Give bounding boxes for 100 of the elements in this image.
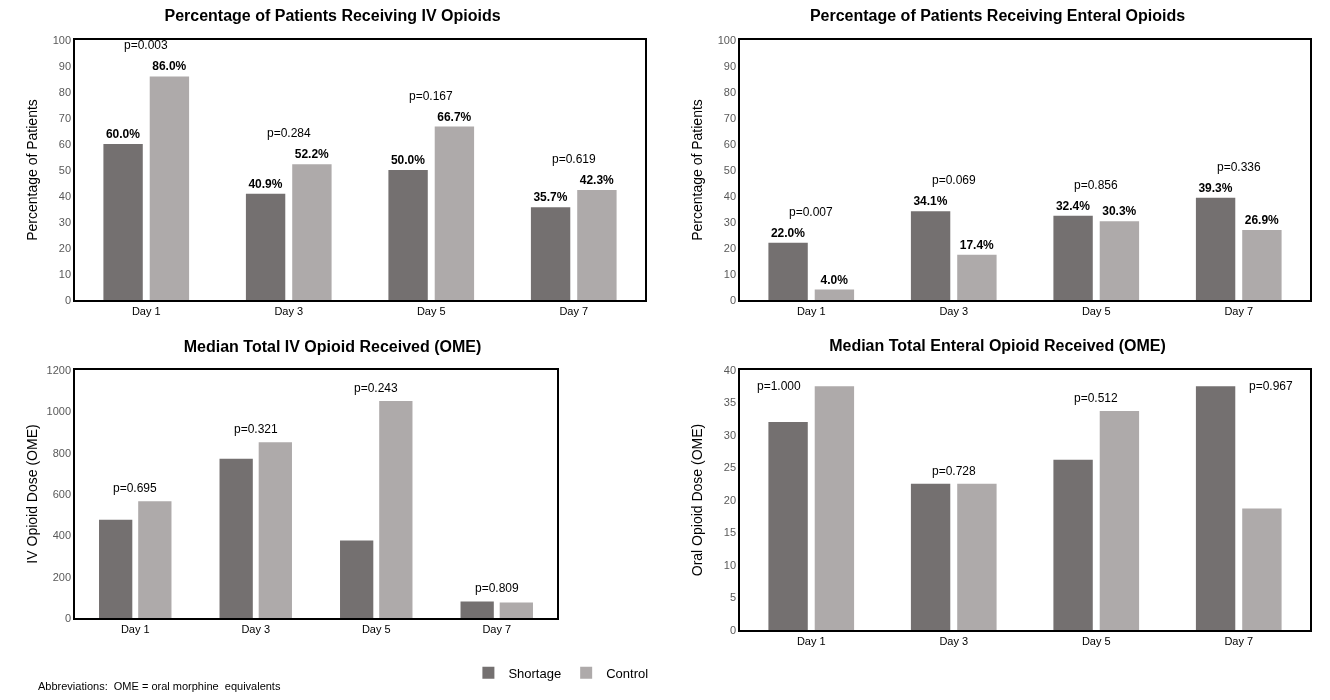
y-tick-label: 40 bbox=[58, 189, 72, 202]
y-tick-label: 1200 bbox=[46, 363, 72, 376]
y-tick-label: 50 bbox=[58, 163, 72, 176]
x-tick-label: Day 5 bbox=[361, 622, 391, 635]
bar bbox=[910, 211, 951, 300]
data-label: 35.7% bbox=[533, 190, 568, 205]
y-tick-label: 80 bbox=[58, 85, 72, 98]
bar bbox=[577, 190, 617, 300]
y-tick-label: 15 bbox=[723, 526, 737, 539]
bar bbox=[768, 242, 808, 300]
bar bbox=[957, 254, 997, 300]
y-tick-label: 10 bbox=[723, 558, 737, 571]
x-tick-label: Day 5 bbox=[1081, 304, 1111, 317]
annotation: p=0.695 bbox=[113, 481, 158, 495]
y-tick-label: 0 bbox=[729, 293, 737, 306]
x-tick-label: Day 3 bbox=[939, 304, 969, 317]
legend-label: Control bbox=[606, 665, 649, 681]
data-label: 26.9% bbox=[1244, 213, 1280, 228]
bar bbox=[149, 76, 190, 300]
y-tick-label: 10 bbox=[58, 267, 72, 280]
x-tick-label: Day 5 bbox=[416, 304, 446, 317]
y-tick-label: 70 bbox=[723, 111, 737, 124]
data-label: 39.3% bbox=[1198, 180, 1233, 195]
data-label: 50.0% bbox=[390, 153, 426, 167]
y-tick-label: 60 bbox=[723, 137, 737, 150]
bar bbox=[814, 289, 855, 300]
chart-title: Percentage of Patients Receiving IV Opioids bbox=[164, 7, 501, 25]
bar bbox=[499, 602, 533, 618]
y-tick-label: 90 bbox=[723, 59, 737, 72]
chart-title: Median Total IV Opioid Received (OME) bbox=[183, 338, 482, 356]
x-tick-label: Day 3 bbox=[939, 634, 969, 647]
y-tick-label: 0 bbox=[64, 611, 72, 624]
data-label: 30.3% bbox=[1102, 204, 1137, 219]
y-tick-label: 20 bbox=[58, 241, 72, 254]
annotation: p=0.284 bbox=[267, 126, 312, 140]
x-tick-label: Day 7 bbox=[1224, 634, 1254, 647]
annotation: p=0.007 bbox=[789, 205, 834, 219]
bar bbox=[1242, 508, 1282, 630]
y-tick-label: 100 bbox=[52, 33, 72, 46]
bar bbox=[1099, 221, 1140, 300]
data-label: 52.2% bbox=[294, 147, 330, 162]
data-label: 22.0% bbox=[770, 225, 806, 240]
y-tick-label: 600 bbox=[52, 487, 72, 500]
y-axis-title: Oral Opioid Dose (OME) bbox=[688, 423, 705, 577]
annotation: p=0.069 bbox=[932, 173, 977, 187]
bar bbox=[530, 207, 571, 300]
y-tick-label: 20 bbox=[723, 241, 737, 254]
y-tick-label: 30 bbox=[58, 215, 72, 228]
bar bbox=[1195, 386, 1236, 630]
y-axis-title: Percentage of Patients bbox=[688, 99, 705, 241]
y-tick-label: 20 bbox=[723, 493, 737, 506]
bar bbox=[814, 386, 855, 630]
data-label: 42.3% bbox=[579, 173, 615, 188]
y-tick-label: 5 bbox=[729, 591, 737, 604]
y-tick-label: 40 bbox=[723, 189, 737, 202]
y-tick-label: 1000 bbox=[46, 405, 72, 418]
y-tick-label: 800 bbox=[52, 446, 72, 459]
chart-title: Percentage of Patients Receiving Enteral Opioids bbox=[809, 7, 1186, 25]
annotation: p=0.167 bbox=[409, 89, 454, 103]
bar bbox=[460, 601, 494, 618]
bar bbox=[434, 126, 475, 300]
chart-title: Median Total Enteral Opioid Received (OME) bbox=[829, 337, 1166, 355]
y-axis-title: Percentage of Patients bbox=[23, 99, 40, 241]
annotation: p=0.512 bbox=[1074, 391, 1119, 405]
legend-label: Shortage bbox=[508, 665, 562, 681]
bar bbox=[258, 442, 292, 618]
bar bbox=[379, 401, 413, 618]
x-tick-label: Day 3 bbox=[274, 304, 304, 317]
bar bbox=[219, 458, 253, 618]
y-tick-label: 80 bbox=[723, 85, 737, 98]
data-label: 66.7% bbox=[437, 109, 472, 124]
annotation: p=0.336 bbox=[1217, 160, 1262, 174]
y-tick-label: 30 bbox=[723, 428, 737, 441]
bar bbox=[1099, 410, 1140, 630]
y-tick-label: 90 bbox=[58, 59, 72, 72]
data-label: 32.4% bbox=[1055, 198, 1091, 213]
y-tick-label: 400 bbox=[52, 529, 72, 542]
bar bbox=[910, 483, 951, 630]
bar bbox=[1195, 197, 1236, 300]
annotation: p=0.856 bbox=[1074, 178, 1119, 192]
x-tick-label: Day 1 bbox=[131, 304, 161, 317]
data-label: 86.0% bbox=[152, 59, 187, 74]
bar bbox=[1242, 230, 1282, 300]
x-tick-label: Day 7 bbox=[559, 304, 589, 317]
x-tick-label: Day 7 bbox=[482, 622, 512, 635]
annotation: p=0.809 bbox=[475, 581, 520, 595]
y-tick-label: 10 bbox=[723, 267, 737, 280]
y-tick-label: 70 bbox=[58, 111, 72, 124]
x-tick-label: Day 1 bbox=[796, 634, 826, 647]
y-tick-label: 100 bbox=[717, 33, 737, 46]
annotation: p=0.967 bbox=[1249, 379, 1294, 393]
bar bbox=[138, 501, 172, 618]
bar bbox=[957, 483, 997, 630]
y-tick-label: 60 bbox=[58, 137, 72, 150]
x-tick-label: Day 5 bbox=[1081, 634, 1111, 647]
x-tick-label: Day 7 bbox=[1224, 304, 1254, 317]
data-label: 60.0% bbox=[105, 127, 141, 141]
y-tick-label: 25 bbox=[723, 461, 737, 474]
y-tick-label: 35 bbox=[723, 396, 737, 409]
y-tick-label: 30 bbox=[723, 215, 737, 228]
